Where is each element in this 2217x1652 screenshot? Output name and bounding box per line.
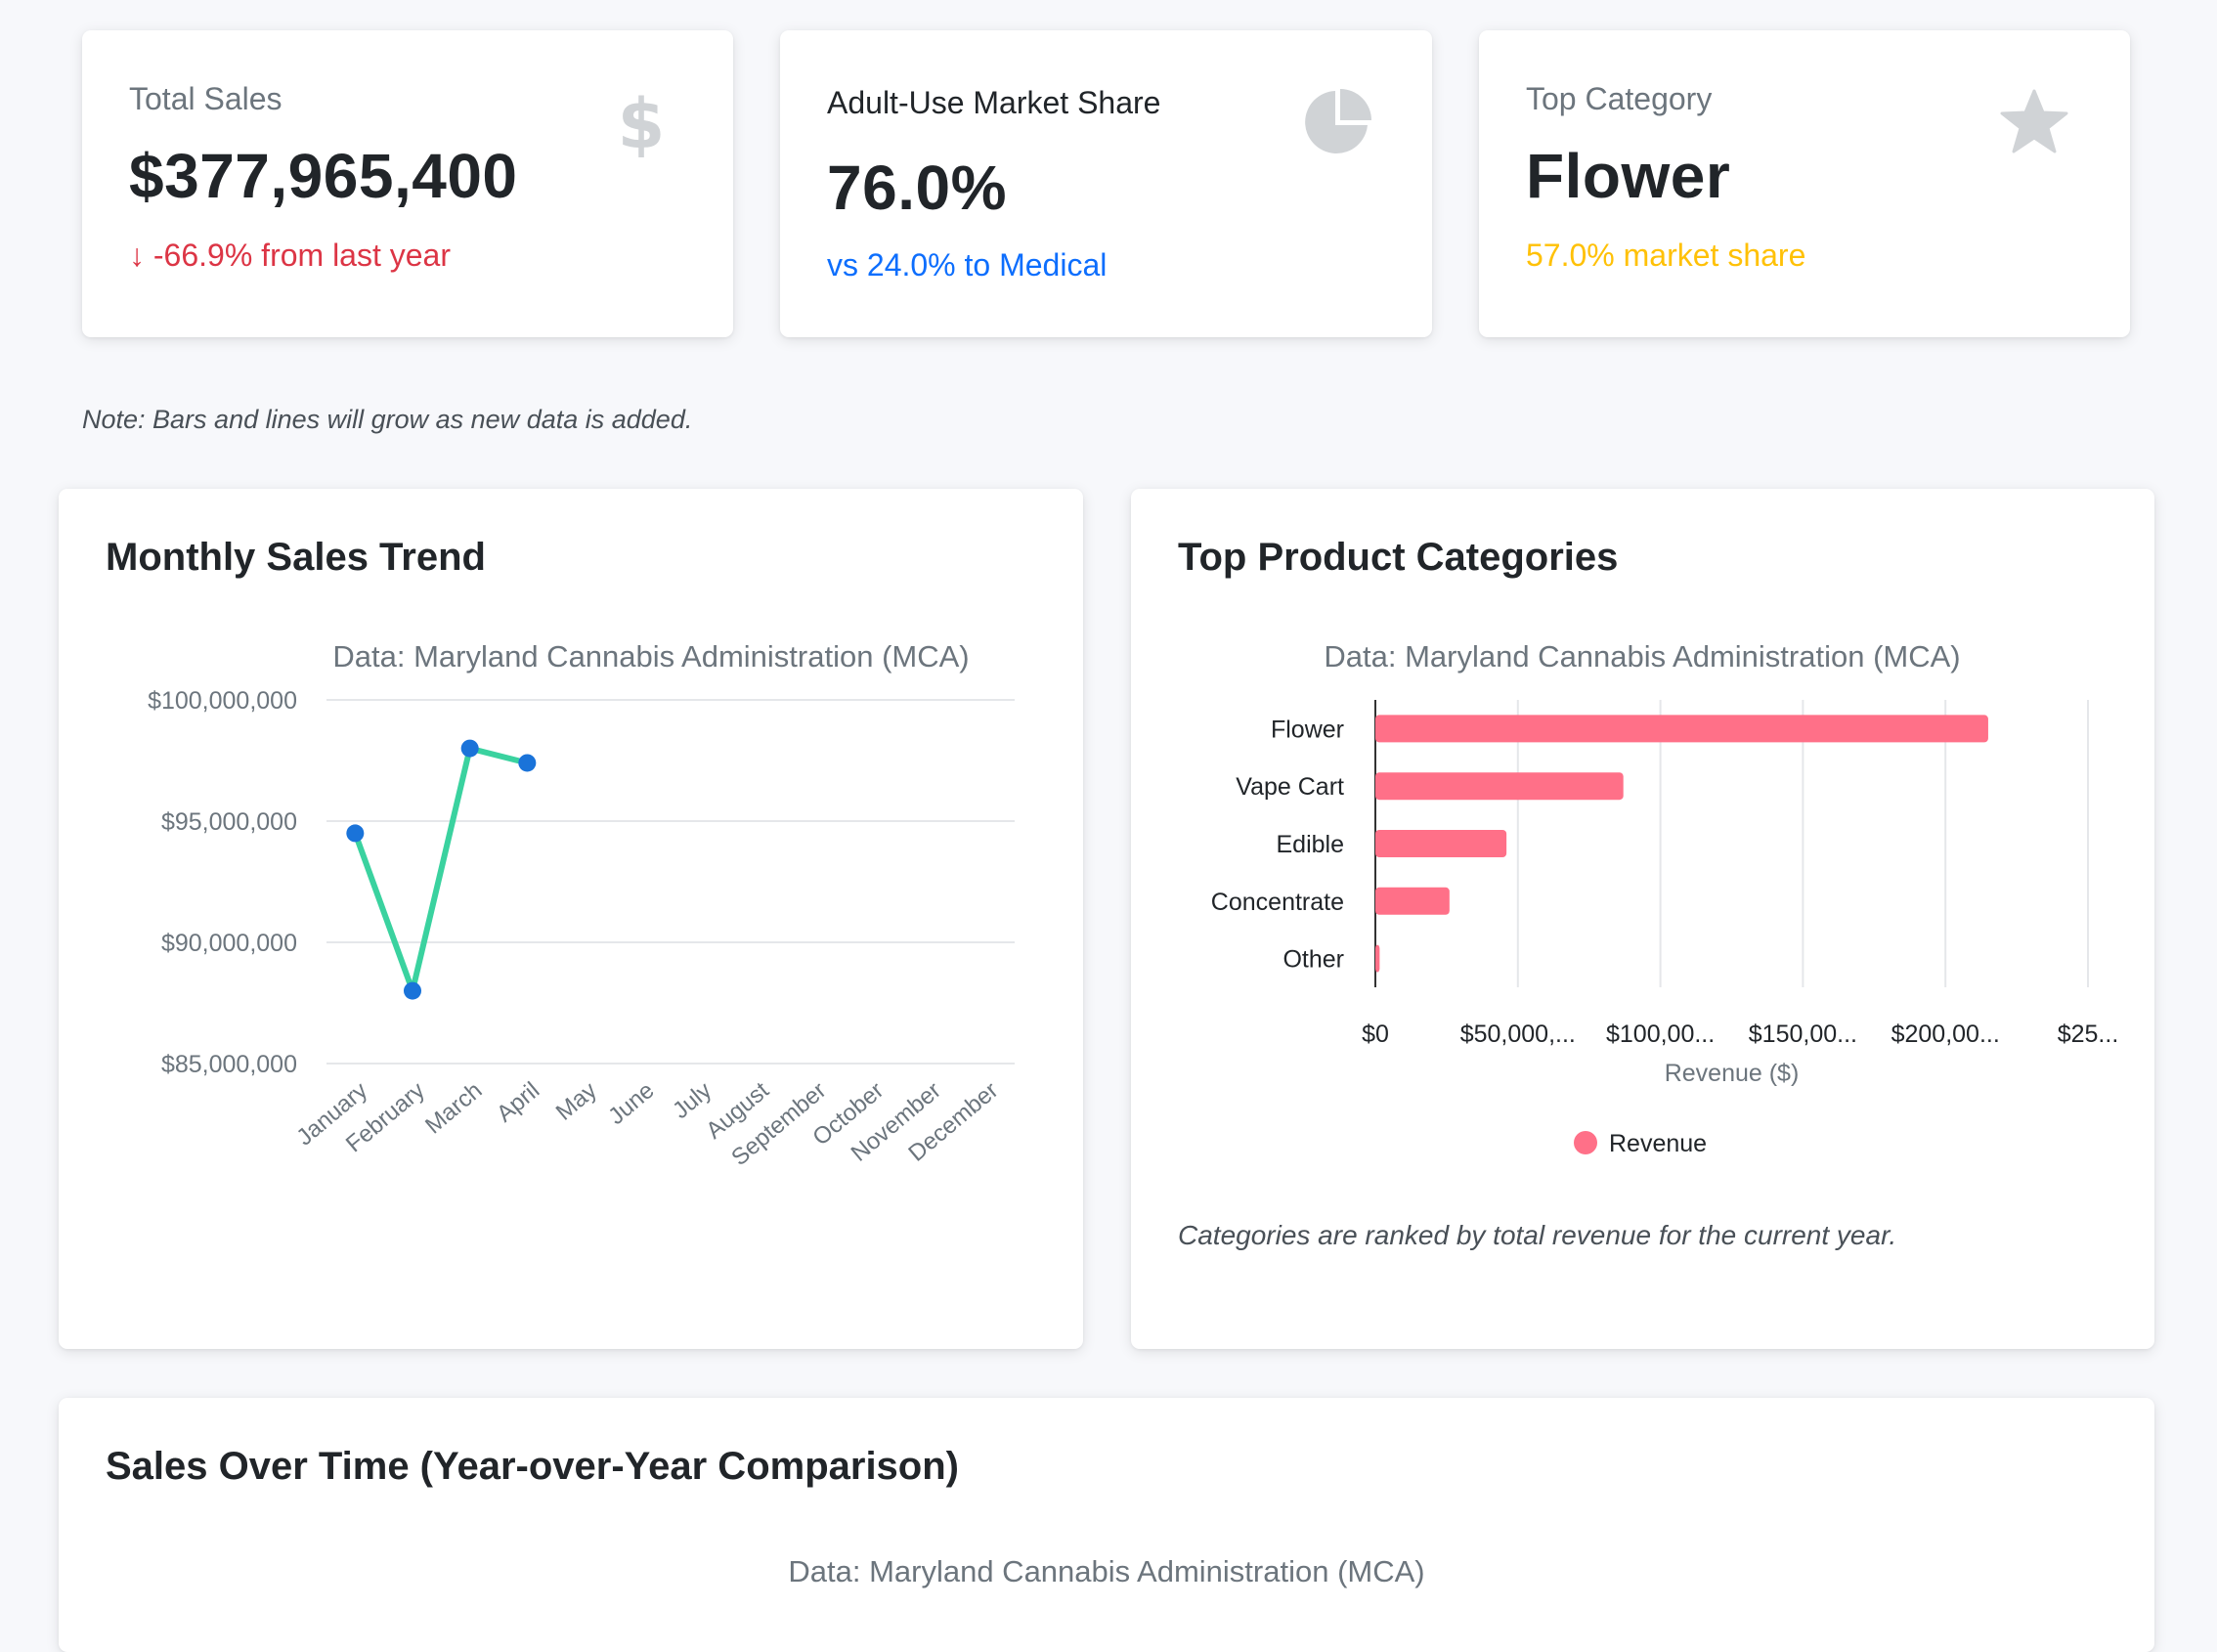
bar: [1375, 715, 1988, 743]
x-tick-label: $50,000,...: [1460, 1021, 1576, 1048]
x-tick-label: $25...: [2058, 1021, 2119, 1048]
x-tick-label: April: [492, 1077, 544, 1128]
y-tick-label: Vape Cart: [1236, 773, 1344, 801]
y-tick-label: Flower: [1271, 716, 1344, 743]
stat-sub: 57.0% market share: [1526, 238, 1806, 273]
top-categories-chart: Data: Maryland Cannabis Administration (…: [1211, 639, 2119, 1157]
yoy-card: Sales Over Time (Year-over-Year Comparis…: [59, 1398, 2154, 1652]
x-tick-label: June: [603, 1077, 659, 1130]
bar: [1375, 944, 1380, 973]
y-tick-label: $90,000,000: [161, 930, 297, 957]
pie-chart-icon: [1305, 89, 1371, 153]
stat-label: Top Category: [1526, 81, 1713, 116]
stat-label: Adult-Use Market Share: [827, 85, 1161, 120]
star-icon: [2000, 89, 2068, 153]
data-point: [404, 981, 421, 1000]
panel-title: Monthly Sales Trend: [106, 536, 486, 579]
stat-value: Flower: [1526, 141, 1731, 211]
data-point: [460, 739, 479, 758]
x-tick-label: $200,00...: [1891, 1021, 2000, 1048]
y-tick-label: Edible: [1277, 831, 1345, 858]
stat-card-total-sales: Total Sales $377,965,400 ↓ -66.9% from l…: [82, 30, 733, 337]
x-tick-label: $150,00...: [1749, 1021, 1857, 1048]
y-tick-label: $100,000,000: [148, 687, 297, 715]
x-tick-label: March: [420, 1077, 487, 1140]
legend-label: Revenue: [1609, 1130, 1707, 1157]
y-tick-label: Concentrate: [1211, 889, 1344, 916]
bar: [1375, 772, 1624, 801]
panel-title: Sales Over Time (Year-over-Year Comparis…: [106, 1445, 959, 1488]
x-axis-label: Revenue ($): [1665, 1060, 1800, 1087]
stat-change: ↓ -66.9% from last year: [129, 238, 451, 274]
bar: [1375, 887, 1450, 915]
dollar-icon: $: [618, 87, 666, 157]
monthly-sales-chart: Data: Maryland Cannabis Administration (…: [148, 639, 1015, 1171]
data-point: [346, 824, 365, 843]
bar: [1375, 830, 1507, 857]
legend-swatch: [1574, 1131, 1597, 1154]
chart-title: Data: Maryland Cannabis Administration (…: [332, 639, 969, 674]
data-point: [518, 754, 537, 772]
top-categories-card: Top Product Categories Data: Maryland Ca…: [1131, 489, 2154, 1349]
chart-caption: Categories are ranked by total revenue f…: [1178, 1220, 1897, 1250]
chart-subtitle: Data: Maryland Cannabis Administration (…: [788, 1554, 1425, 1588]
svg-text:$: $: [618, 87, 666, 157]
stat-change-text: -66.9% from last year: [152, 238, 451, 273]
stat-value: $377,965,400: [129, 141, 518, 211]
panel-title: Top Product Categories: [1178, 536, 1619, 579]
stat-card-market-share: Adult-Use Market Share 76.0% vs 24.0% to…: [780, 30, 1432, 337]
x-tick-label: $0: [1362, 1021, 1389, 1048]
x-tick-label: May: [551, 1077, 602, 1126]
stat-value: 76.0%: [827, 152, 1007, 223]
note-text: Note: Bars and lines will grow as new da…: [82, 405, 693, 434]
stat-card-top-category: Top Category Flower 57.0% market share: [1479, 30, 2130, 337]
series-line: [352, 745, 529, 994]
stat-label: Total Sales: [129, 81, 283, 116]
arrow-down-icon: ↓: [129, 238, 145, 273]
chart-title: Data: Maryland Cannabis Administration (…: [1324, 639, 1960, 674]
monthly-sales-card: Monthly Sales Trend Data: Maryland Canna…: [59, 489, 1083, 1349]
stat-sub: vs 24.0% to Medical: [827, 247, 1108, 283]
y-tick-label: $95,000,000: [161, 808, 297, 836]
y-tick-label: $85,000,000: [161, 1051, 297, 1078]
y-tick-label: Other: [1282, 946, 1344, 974]
x-tick-label: $100,00...: [1606, 1021, 1715, 1048]
